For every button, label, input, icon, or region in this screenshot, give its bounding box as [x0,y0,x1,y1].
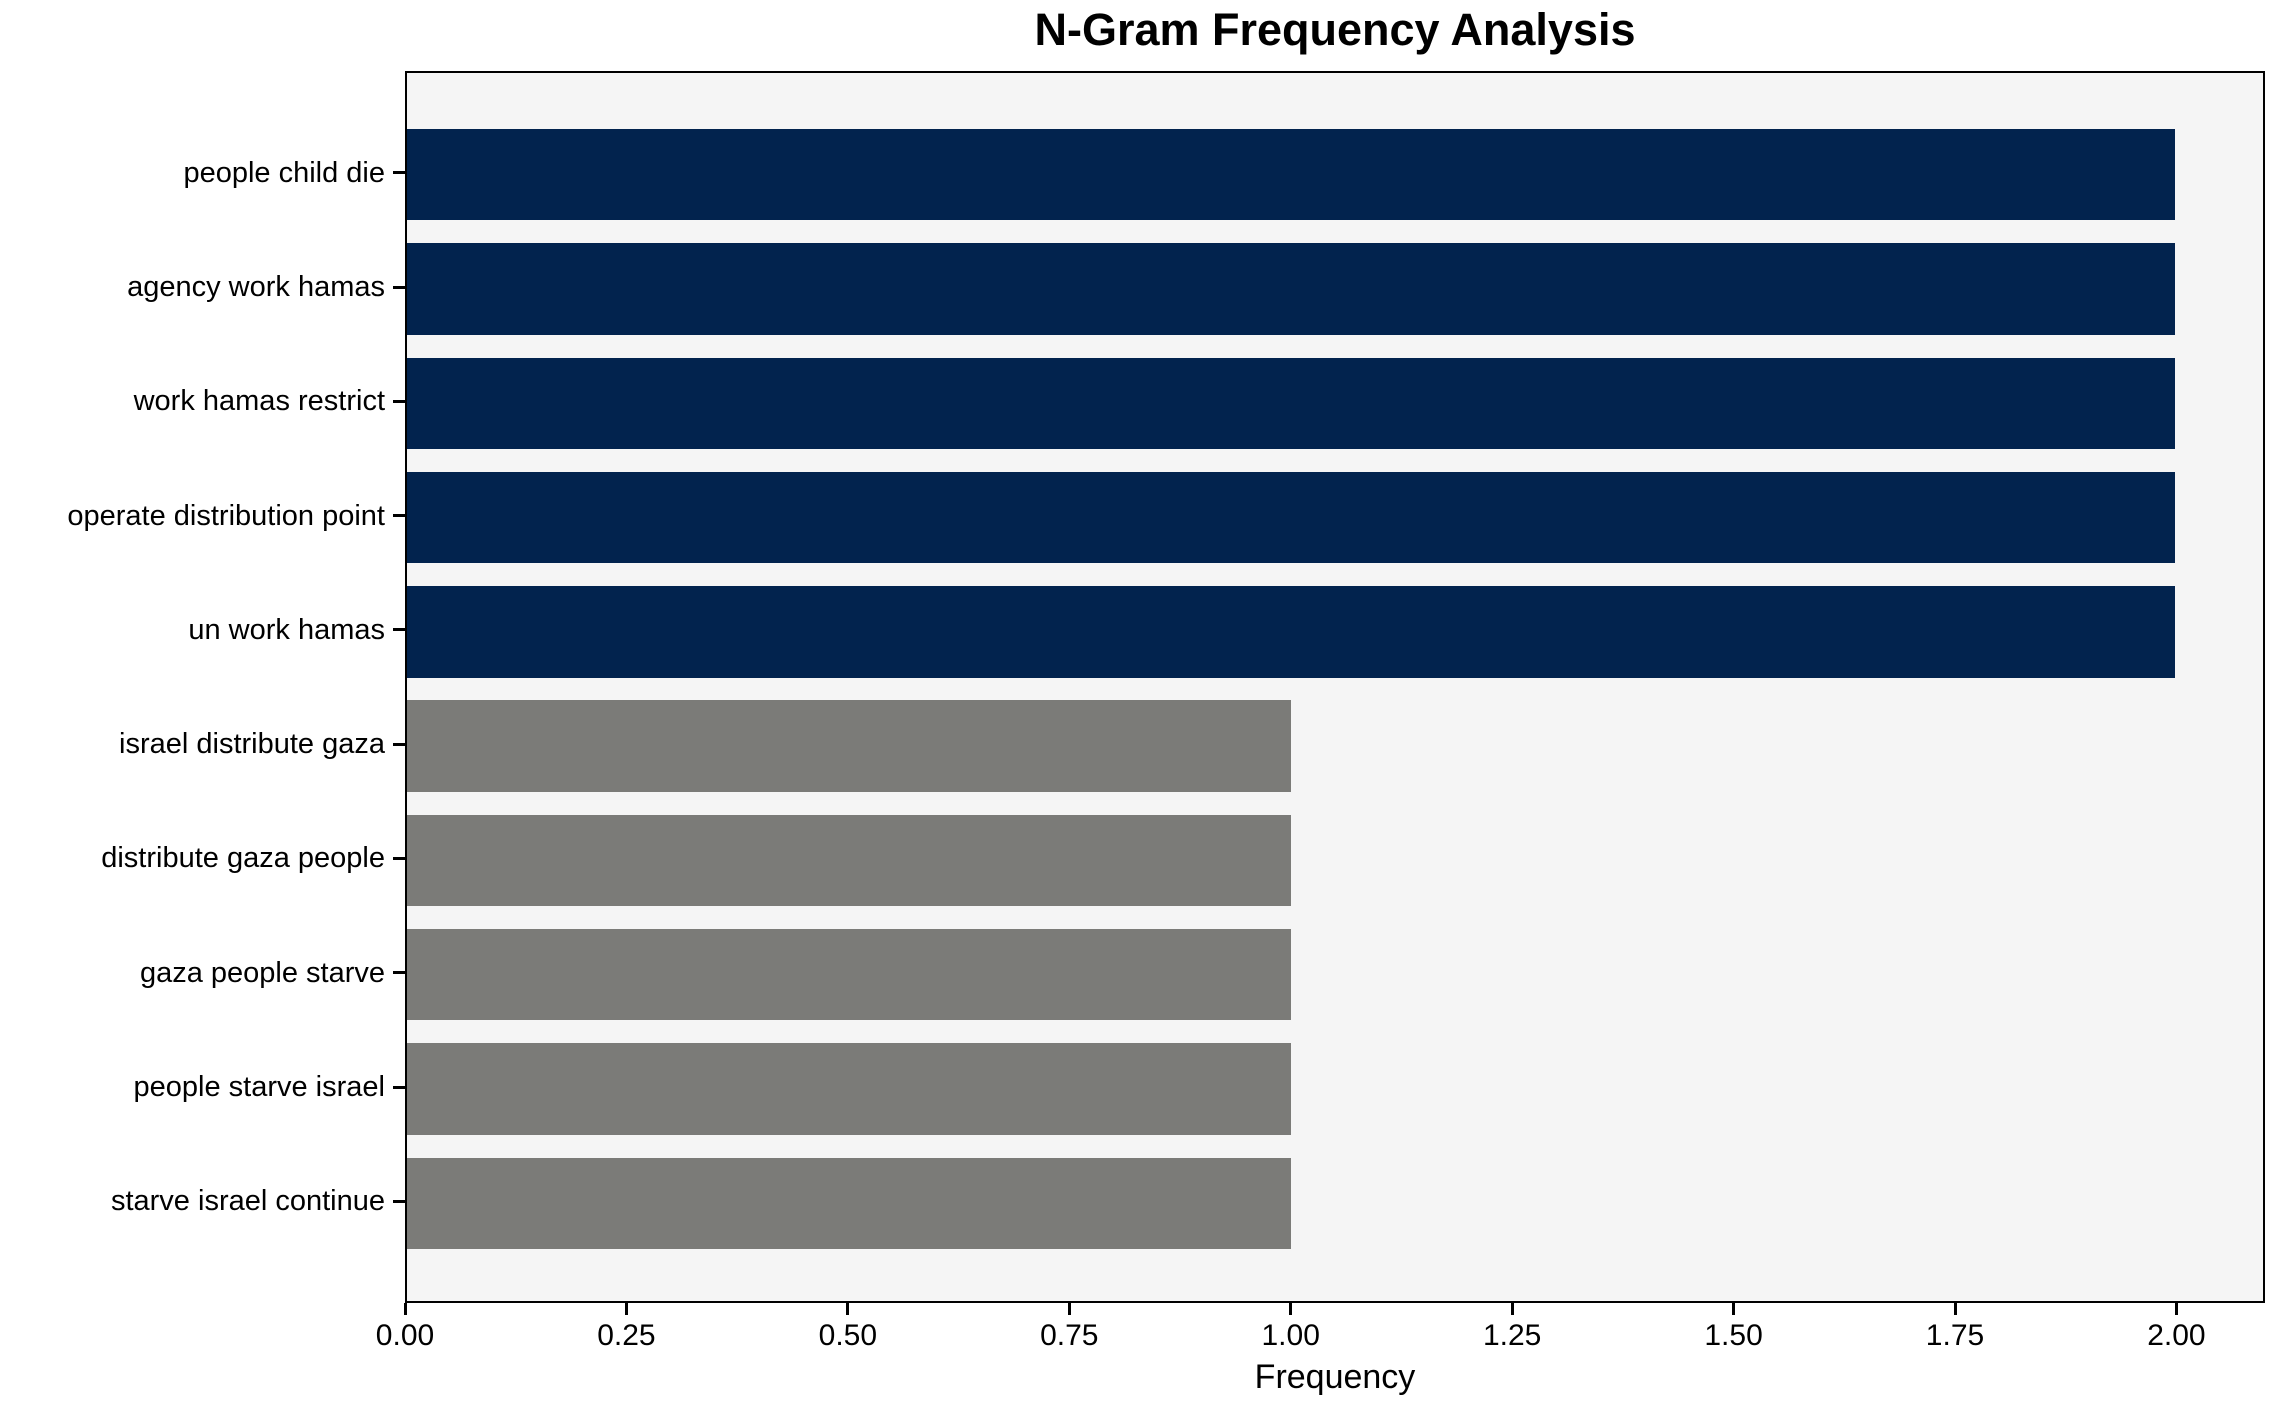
y-axis-label: agency work hamas [127,271,385,303]
x-tick-mark [846,1303,850,1315]
x-tick-label: 0.50 [818,1319,878,1352]
x-tick-mark [1953,1303,1957,1315]
x-tick-label: 1.00 [1261,1319,1320,1352]
x-tick-label: 1.25 [1482,1319,1542,1352]
bar [407,357,2175,449]
bar [407,471,2175,564]
y-axis-label: people child die [183,156,385,189]
x-tick-label: 1.50 [1704,1319,1763,1352]
bar [407,586,2175,678]
x-tick-mark [1067,1303,1071,1315]
y-axis-label: operate distribution point [67,499,385,532]
x-tick-label: 0.00 [375,1319,435,1352]
x-axis-label: Frequency [1254,1358,1416,1396]
x-tick-mark [1732,1303,1736,1315]
bar [407,929,1291,1021]
y-tick-mark [393,1085,405,1089]
y-axis-label: starve israel continue [110,1185,385,1218]
y-tick-mark [393,399,405,403]
y-tick-mark [393,514,405,518]
y-tick-mark [393,742,405,746]
bar [407,129,2175,221]
x-tick-label: 0.25 [597,1319,656,1352]
x-tick-mark [403,1303,407,1315]
y-axis-label: work hamas restrict [133,385,385,418]
x-tick-label: 1.75 [1925,1319,1985,1352]
plot-area [405,71,2265,1303]
y-axis-label: distribute gaza people [101,842,385,875]
x-tick-mark [2174,1303,2178,1315]
bar [407,243,2175,335]
y-axis-label: israel distribute gaza [119,728,385,761]
y-tick-mark [393,285,405,289]
x-tick-mark [1289,1303,1293,1315]
x-tick-label: 2.00 [2147,1319,2206,1352]
chart-title: N-Gram Frequency Analysis [1034,4,1636,55]
x-tick-mark [624,1303,628,1315]
y-tick-mark [393,971,405,975]
y-tick-mark [393,628,405,632]
y-axis-label: gaza people starve [139,956,385,989]
bar [407,1157,1291,1250]
y-axis-label: people starve israel [133,1071,385,1104]
y-tick-mark [393,171,405,175]
y-tick-mark [393,1199,405,1203]
bar [407,814,1291,907]
x-tick-mark [1510,1303,1514,1315]
bar [407,700,1291,792]
y-tick-mark [393,856,405,860]
bar [407,1043,1291,1135]
x-tick-label: 0.75 [1040,1319,1099,1352]
y-axis-label: un work hamas [188,613,385,646]
